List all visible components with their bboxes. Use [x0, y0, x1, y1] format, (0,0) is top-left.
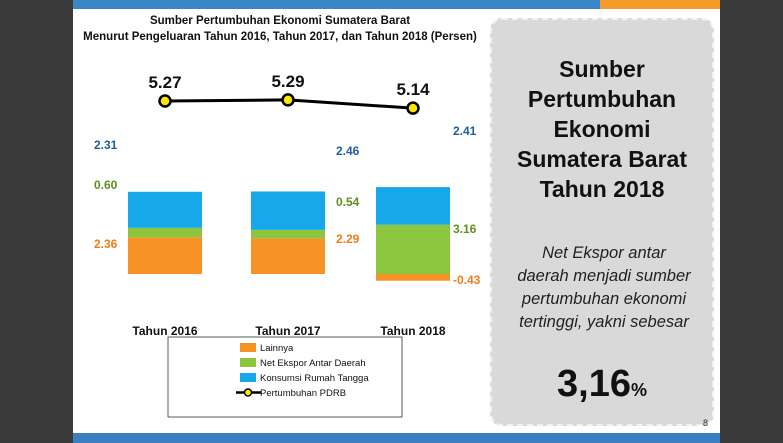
data-label-lainnya-2: 2.29	[336, 232, 360, 246]
pdrb-marker-3	[406, 101, 420, 115]
highlight-unit: %	[630, 380, 647, 400]
top-border-blue	[0, 0, 600, 9]
bar-lainnya-1	[128, 237, 202, 274]
data-label-net_ekspor-2: 0.54	[336, 195, 360, 209]
pdrb-value-label-1: 5.27	[148, 73, 181, 92]
pdrb-value-label-2: 5.29	[271, 72, 304, 91]
legend-marker-pertumbuhan-pdrb	[243, 388, 253, 397]
data-label-net_ekspor-3: 3.16	[453, 222, 477, 236]
legend-box	[167, 336, 403, 418]
viewer-frame-left	[0, 0, 73, 443]
legend-label-konsumsi-rumah-tangga: Konsumsi Rumah Tangga	[260, 373, 369, 384]
legend-label-lainnya: Lainnya	[260, 343, 294, 354]
pdrb-marker-2	[281, 93, 295, 107]
highlight-value: 3,16%	[492, 362, 712, 412]
category-label-1: Tahun 2016	[132, 324, 197, 338]
page-number: 8	[703, 418, 709, 428]
pdrb-value-label-3: 5.14	[396, 80, 430, 99]
bar-net-ekspor-antar-daerah-3	[376, 224, 450, 274]
legend-items: Lainnya Net Ekspor Antar Daerah Konsumsi R…	[236, 343, 369, 399]
chart-subtitle: Menurut Pengeluaran Tahun 2016, Tahun 20…	[83, 31, 477, 43]
bar-konsumsi-rumah-tangga-1	[128, 191, 202, 228]
data-label-lainnya-1: 2.36	[94, 237, 118, 251]
data-label-layer: 2.36 2.29 -0.43 0.60 0.54 3.16 2.31 2.46 2.41	[94, 124, 481, 287]
legend-label-net-ekspor-antar-daerah: Net Ekspor Antar Daerah	[260, 358, 366, 369]
legend-swatch-konsumsi-rumah-tangga	[240, 373, 256, 382]
bar-layer	[128, 93, 450, 293]
bar-net-ekspor-antar-daerah-2	[251, 229, 325, 239]
legend-swatch-net-ekspor-antar-daerah	[240, 358, 256, 367]
legend-swatch-lainnya	[240, 343, 256, 352]
bar-gap	[201, 93, 251, 293]
bar-net-ekspor-antar-daerah-1	[128, 227, 202, 238]
data-label-konsumsi-1: 2.31	[94, 138, 118, 152]
top-border	[0, 0, 783, 12]
data-label-lainnya-3: -0.43	[453, 273, 481, 287]
legend: Lainnya Net Ekspor Antar Daerah Konsumsi R…	[167, 336, 403, 418]
bar-lainnya-3	[376, 274, 450, 281]
data-label-konsumsi-3: 2.41	[453, 124, 477, 138]
panel-body-text: Net Ekspor antar daerah menjadi sumber p…	[517, 244, 691, 331]
category-label-3: Tahun 2018	[380, 324, 445, 338]
bar-lainnya-2	[251, 238, 325, 274]
data-label-konsumsi-2: 2.46	[336, 144, 360, 158]
pdrb-marker-1	[158, 94, 172, 108]
next-slide-strip	[73, 433, 720, 443]
chart-area: Sumber Pertumbuhan Ekonomi Sumatera Bara…	[73, 9, 485, 433]
bar-konsumsi-rumah-tangga-2	[251, 191, 325, 230]
category-label-2: Tahun 2017	[255, 324, 320, 338]
viewer-frame-right	[720, 0, 783, 443]
growth-sources-chart: Sumber Pertumbuhan Ekonomi Sumatera Bara…	[83, 15, 481, 418]
data-label-net_ekspor-1: 0.60	[94, 178, 118, 192]
highlight-number: 3,16	[557, 363, 631, 405]
chart-title: Sumber Pertumbuhan Ekonomi Sumatera Bara…	[150, 15, 410, 27]
bar-konsumsi-rumah-tangga-3	[376, 187, 450, 225]
top-border-orange	[600, 0, 740, 9]
pdrb-line-layer: 5.27 5.29 5.14	[148, 72, 430, 115]
legend-label-pertumbuhan-pdrb: Pertumbuhan PDRB	[260, 388, 346, 399]
category-label-layer: Tahun 2016 Tahun 2017 Tahun 2018	[132, 324, 445, 338]
panel-title: Sumber Pertumbuhan Ekonomi Sumatera Bara…	[516, 56, 688, 202]
summary-panel: Sumber Pertumbuhan Ekonomi Sumatera Bara…	[490, 18, 714, 426]
